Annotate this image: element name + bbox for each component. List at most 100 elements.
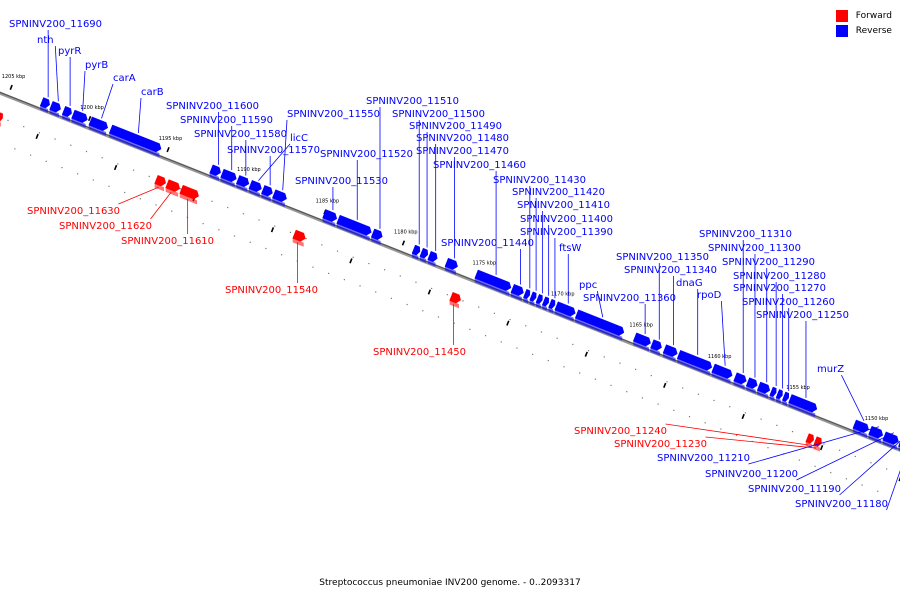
axis-tick xyxy=(166,147,170,153)
coordinate-dot xyxy=(148,175,150,178)
forward-gene[interactable] xyxy=(292,228,308,247)
reverse-gene[interactable] xyxy=(108,123,164,158)
reverse-gene[interactable] xyxy=(650,337,664,356)
gene-label: murZ xyxy=(817,364,844,375)
reverse-gene[interactable] xyxy=(769,385,779,402)
gene-body xyxy=(510,283,524,296)
axis-tick-label: 1170 kbp xyxy=(551,292,575,298)
coordinate-dot xyxy=(218,229,220,231)
gene-side xyxy=(209,173,220,181)
gene-label: SPNINV200_11540 xyxy=(225,285,318,296)
gene-side xyxy=(154,183,165,192)
gene-highlight xyxy=(275,187,289,194)
reverse-gene[interactable] xyxy=(529,289,539,306)
reverse-gene[interactable] xyxy=(220,167,239,188)
reverse-gene[interactable] xyxy=(209,162,224,181)
gene-highlight xyxy=(533,289,539,293)
reverse-gene[interactable] xyxy=(676,348,715,376)
reverse-gene[interactable] xyxy=(235,173,252,193)
gene-label: carA xyxy=(113,73,136,84)
gene-label: ftsW xyxy=(559,243,581,254)
reverse-gene[interactable] xyxy=(71,108,90,128)
reverse-gene[interactable] xyxy=(535,292,545,309)
coordinate-dot xyxy=(211,200,213,202)
coordinate-dot xyxy=(368,262,370,265)
coordinate-dot xyxy=(274,225,276,227)
gene-label: SPNINV200_11510 xyxy=(366,96,459,107)
coordinate-dot xyxy=(437,316,440,318)
axis-ticks: 1205 kbp 1200 kbp 1195 kbp 1190 kbp 1185 kbp… xyxy=(2,74,900,482)
coordinate-dot xyxy=(735,434,738,436)
gene-highlight xyxy=(558,299,578,308)
reverse-gene[interactable] xyxy=(756,380,773,399)
forward-gene[interactable] xyxy=(0,110,5,127)
reverse-gene[interactable] xyxy=(61,104,75,122)
reverse-gene[interactable] xyxy=(474,268,514,296)
gene-side xyxy=(40,105,49,113)
coordinate-dot xyxy=(547,359,549,362)
reverse-gene[interactable] xyxy=(781,390,792,407)
gene-highlight xyxy=(415,243,423,247)
reverse-gene[interactable] xyxy=(788,392,820,418)
reverse-gene[interactable] xyxy=(554,299,578,322)
reverse-gene[interactable] xyxy=(711,362,735,384)
reverse-gene[interactable] xyxy=(745,375,760,394)
reverse-gene[interactable] xyxy=(272,187,289,207)
reverse-gene[interactable] xyxy=(882,429,900,450)
coordinate-dots xyxy=(7,119,888,492)
gene-body xyxy=(775,389,783,400)
coordinate-dot xyxy=(791,430,794,433)
coordinate-dot xyxy=(139,198,141,200)
reverse-gene[interactable] xyxy=(775,387,785,404)
forward-gene[interactable] xyxy=(179,183,202,205)
reverse-gene[interactable] xyxy=(336,213,374,241)
gene-highlight xyxy=(809,431,817,436)
gene-side xyxy=(49,109,60,118)
reverse-gene[interactable] xyxy=(427,249,440,267)
gene-side xyxy=(782,400,788,407)
reverse-gene[interactable] xyxy=(49,99,64,118)
coordinate-dot xyxy=(854,455,856,458)
gene-body xyxy=(781,391,790,402)
reverse-gene[interactable] xyxy=(632,330,653,352)
coordinate-dot xyxy=(171,210,173,212)
reverse-gene[interactable] xyxy=(662,342,680,362)
reverse-gene[interactable] xyxy=(548,297,558,314)
forward-gene[interactable] xyxy=(449,290,464,309)
reverse-gene[interactable] xyxy=(574,307,627,341)
forward-gene[interactable] xyxy=(165,177,183,197)
reverse-gene[interactable] xyxy=(88,114,111,137)
gene-body xyxy=(745,377,758,389)
gene-label: SPNINV200_11300 xyxy=(708,243,801,254)
reverse-gene[interactable] xyxy=(510,282,526,301)
reverse-gene[interactable] xyxy=(370,226,385,245)
reverse-gene[interactable] xyxy=(733,370,749,390)
reverse-gene[interactable] xyxy=(541,294,552,311)
reverse-gene[interactable] xyxy=(248,178,264,198)
gene-highlight xyxy=(112,123,164,144)
reverse-gene[interactable] xyxy=(411,243,423,260)
reverse-gene[interactable] xyxy=(523,287,533,304)
gene-label: rpoD xyxy=(697,290,722,301)
gene-body xyxy=(165,179,181,192)
coordinate-dot xyxy=(861,484,863,486)
label-leader xyxy=(596,290,604,318)
gene-body xyxy=(650,339,662,351)
gene-highlight xyxy=(52,99,64,104)
gene-highlight xyxy=(736,370,749,376)
coordinate-dot xyxy=(38,132,41,134)
reverse-gene[interactable] xyxy=(322,207,340,227)
gene-body xyxy=(39,97,50,109)
gene-label: SPNINV200_11630 xyxy=(27,206,120,217)
reverse-gene[interactable] xyxy=(261,183,275,202)
forward-gene[interactable] xyxy=(154,173,169,192)
reverse-gene[interactable] xyxy=(868,424,886,444)
forward-gene[interactable] xyxy=(813,434,824,452)
gene-side xyxy=(757,390,769,399)
gene-highlight xyxy=(264,183,275,188)
reverse-gene[interactable] xyxy=(39,95,53,113)
reverse-gene[interactable] xyxy=(444,256,461,275)
reverse-gene[interactable] xyxy=(419,246,431,263)
coordinate-dot xyxy=(877,490,879,492)
gene-highlight xyxy=(212,162,224,168)
